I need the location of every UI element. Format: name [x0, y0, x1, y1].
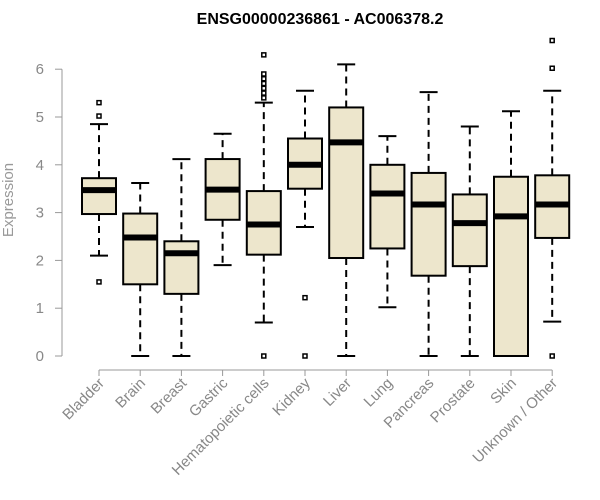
- y-tick-label: 2: [36, 252, 44, 269]
- box-group: [328, 63, 365, 357]
- chart-title: ENSG00000236861 - AC006378.2: [197, 11, 444, 28]
- box-group: [163, 158, 200, 357]
- iqr-box: [122, 212, 159, 286]
- iqr-box: [410, 171, 447, 277]
- outlier-point: [549, 65, 555, 71]
- outlier-point: [261, 85, 267, 92]
- x-tick-label: Liver: [320, 375, 355, 410]
- outlier-point: [302, 294, 308, 301]
- outlier-point: [261, 90, 267, 96]
- outlier-point: [261, 353, 267, 359]
- box-group: [451, 125, 488, 357]
- y-tick-label: 4: [36, 157, 44, 174]
- x-tick-label: Breast: [148, 374, 191, 417]
- box-group: [369, 135, 406, 309]
- box-group: [287, 89, 323, 359]
- iqr-box: [451, 193, 488, 268]
- iqr-box: [369, 163, 406, 250]
- box-group: [204, 132, 241, 267]
- box-group: [493, 110, 529, 357]
- box-group: [81, 99, 117, 285]
- x-tick-label: Prostate: [427, 375, 479, 427]
- iqr-box: [81, 177, 117, 216]
- boxes-layer: [81, 37, 571, 359]
- box-group: [410, 91, 447, 357]
- iqr-box: [493, 175, 529, 357]
- x-tick-label: Skin: [487, 375, 520, 408]
- outlier-point: [261, 80, 267, 87]
- box-group: [245, 52, 282, 359]
- outlier-point: [549, 353, 555, 359]
- x-tick-label: Brain: [112, 375, 149, 412]
- outlier-point: [261, 95, 267, 101]
- y-tick-label: 0: [36, 348, 44, 365]
- iqr-box: [163, 240, 200, 295]
- box-group: [534, 37, 571, 359]
- y-tick-label: 1: [36, 300, 44, 317]
- x-tick-label: Kidney: [269, 374, 314, 419]
- outlier-point: [549, 37, 555, 44]
- outlier-point: [261, 76, 267, 82]
- outlier-point: [261, 71, 267, 77]
- outlier-point: [302, 353, 308, 359]
- y-tick-label: 5: [36, 109, 44, 126]
- x-tick-label: Lung: [361, 375, 397, 411]
- outlier-point: [96, 99, 102, 106]
- y-axis: 0 1 2 3 4 5 6: [36, 61, 63, 365]
- iqr-box: [328, 106, 365, 260]
- y-tick-label: 3: [36, 205, 44, 222]
- x-tick-label: Bladder: [59, 375, 108, 424]
- outlier-point: [96, 113, 102, 119]
- box-group: [122, 181, 159, 357]
- outlier-point: [261, 52, 267, 58]
- y-axis-label: Expression: [0, 163, 17, 237]
- y-tick-label: 6: [36, 61, 44, 78]
- outlier-point: [96, 279, 102, 285]
